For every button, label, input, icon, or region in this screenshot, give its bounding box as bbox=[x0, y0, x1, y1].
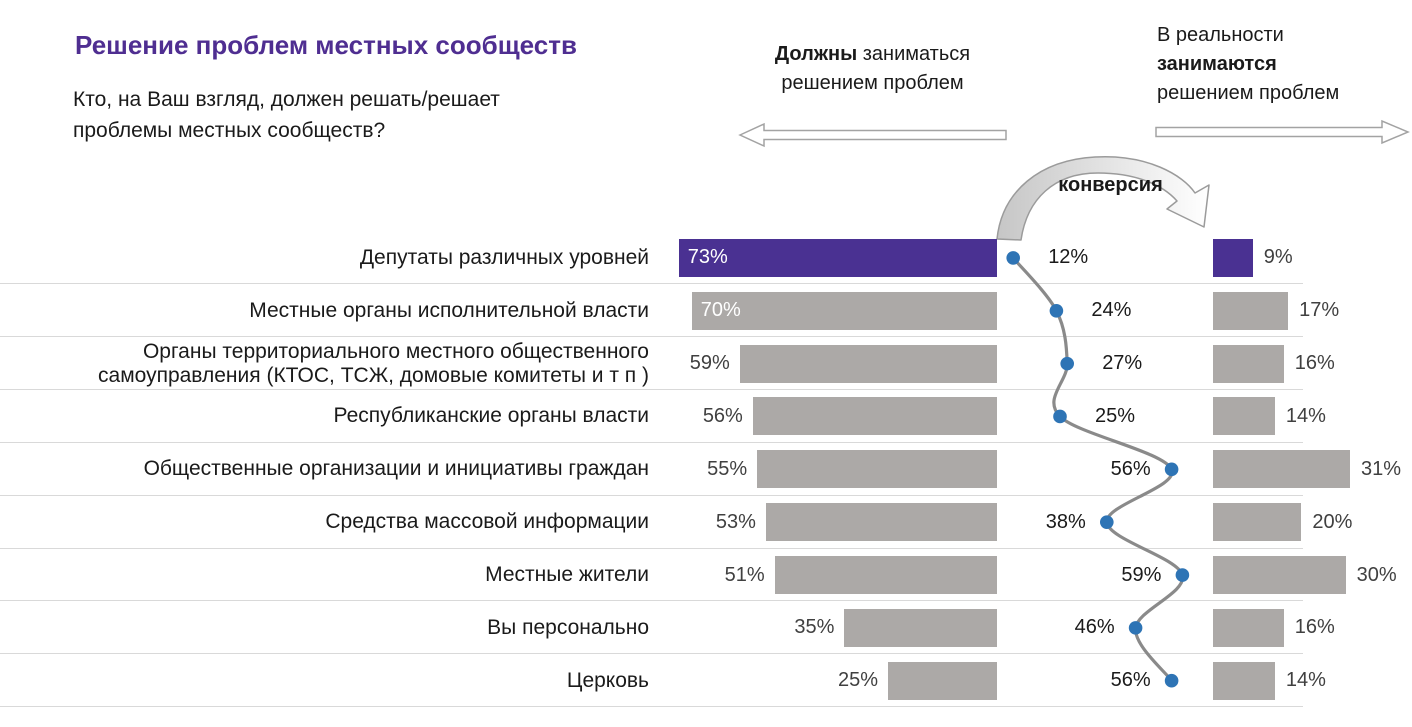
conversion-curved-arrow-icon bbox=[990, 147, 1225, 243]
reality-bar-value: 14% bbox=[1285, 669, 1326, 692]
chart-row: Органы территориального местного обществ… bbox=[0, 337, 1412, 391]
right-header-bold: занимаются bbox=[1157, 53, 1277, 75]
chart-question: Кто, на Ваш взгляд, должен решать/решает… bbox=[73, 88, 500, 142]
conversion-value: 38% bbox=[1045, 510, 1086, 533]
right-column-header: В реальности занимаются решением проблем bbox=[1157, 21, 1412, 108]
reality-bar bbox=[1213, 344, 1284, 383]
row-separator bbox=[0, 600, 1303, 602]
should-bar-value: 51% bbox=[724, 563, 765, 586]
reality-bar bbox=[1213, 556, 1346, 595]
chart-row: Общественные организации и инициативы гр… bbox=[0, 443, 1412, 496]
reality-bar bbox=[1213, 291, 1289, 330]
row-separator bbox=[0, 547, 1303, 549]
conversion-value: 25% bbox=[1095, 404, 1136, 427]
should-bar bbox=[888, 661, 997, 700]
reality-bar-value: 31% bbox=[1361, 457, 1402, 480]
reality-bar-value: 30% bbox=[1356, 563, 1397, 586]
category-label: Средства массовой информации bbox=[325, 510, 649, 534]
conversion-value: 46% bbox=[1074, 616, 1115, 639]
category-label: Органы территориального местного обществ… bbox=[98, 339, 649, 387]
conversion-value: 12% bbox=[1048, 246, 1089, 269]
should-bar bbox=[752, 397, 997, 436]
should-bar-value: 35% bbox=[794, 616, 835, 639]
row-separator bbox=[0, 441, 1303, 443]
should-bar-value: 70% bbox=[700, 299, 741, 322]
reality-bar-value: 16% bbox=[1294, 352, 1335, 375]
row-separator bbox=[0, 283, 1303, 285]
category-label: Местные жители bbox=[485, 563, 649, 587]
reality-bar bbox=[1213, 608, 1284, 647]
reality-bar bbox=[1213, 397, 1275, 436]
should-bar bbox=[765, 503, 997, 542]
category-label: Общественные организации и инициативы гр… bbox=[143, 457, 649, 481]
conversion-value: 27% bbox=[1102, 352, 1143, 375]
right-header-line3: решением проблем bbox=[1157, 82, 1340, 104]
should-bar-value: 73% bbox=[687, 246, 728, 269]
row-separator bbox=[0, 389, 1303, 391]
left-header-bold: Должны bbox=[774, 43, 858, 65]
conversion-label: конверсия bbox=[1058, 174, 1163, 196]
reality-bar-value: 20% bbox=[1312, 510, 1353, 533]
chart-row: Местные органы исполнительной власти 70% 1… bbox=[0, 284, 1412, 338]
chart-row: Средства массовой информации 53% 20% 38% bbox=[0, 496, 1412, 549]
should-bar-value: 25% bbox=[837, 669, 878, 692]
conversion-value: 56% bbox=[1110, 457, 1151, 480]
chart-row: Депутаты различных уровней 73% 9% 12% bbox=[0, 232, 1412, 285]
row-separator bbox=[0, 336, 1303, 338]
left-header-line2: решением проблем bbox=[781, 72, 964, 94]
conversion-value: 59% bbox=[1121, 563, 1162, 586]
conversion-value: 24% bbox=[1091, 299, 1132, 322]
chart-row: Местные жители 51% 30% 59% bbox=[0, 549, 1412, 602]
conversion-value: 56% bbox=[1110, 669, 1151, 692]
category-label: Церковь bbox=[566, 668, 649, 692]
chart-row: Церковь 25% 14% 56% bbox=[0, 654, 1412, 708]
reality-bar-value: 14% bbox=[1285, 404, 1326, 427]
page-title: Решение проблем местных сообществ bbox=[75, 30, 577, 60]
left-header-rest: заниматься bbox=[857, 43, 971, 65]
row-separator bbox=[0, 494, 1303, 496]
should-bar bbox=[774, 556, 997, 595]
reality-bar bbox=[1213, 238, 1253, 277]
should-bar-value: 56% bbox=[702, 404, 743, 427]
should-bar bbox=[757, 450, 997, 489]
category-label: Местные органы исполнительной власти bbox=[249, 298, 649, 322]
arrow-left-icon bbox=[738, 121, 1008, 149]
chart-row: Республиканские органы власти 56% 14% 25% bbox=[0, 390, 1412, 443]
right-header-line1: В реальности bbox=[1157, 24, 1284, 46]
reality-bar bbox=[1213, 503, 1302, 542]
category-label: Депутаты различных уровней bbox=[359, 245, 649, 269]
left-column-header: Должны заниматься решением проблем bbox=[730, 40, 1015, 98]
should-bar bbox=[844, 608, 997, 647]
should-bar-value: 55% bbox=[707, 457, 748, 480]
chart-row: Вы персонально 35% 16% 46% bbox=[0, 601, 1412, 655]
category-label: Республиканские органы власти bbox=[333, 404, 649, 428]
should-bar-value: 53% bbox=[715, 510, 756, 533]
reality-bar bbox=[1213, 661, 1275, 700]
arrow-right-icon bbox=[1155, 118, 1410, 146]
row-separator bbox=[0, 706, 1303, 708]
should-bar: 70% bbox=[691, 291, 997, 330]
reality-bar bbox=[1213, 450, 1351, 489]
should-bar bbox=[739, 344, 997, 383]
reality-bar-value: 17% bbox=[1299, 299, 1340, 322]
should-bar-value: 59% bbox=[689, 352, 730, 375]
should-bar: 73% bbox=[678, 238, 997, 277]
row-separator bbox=[0, 653, 1303, 655]
category-label: Вы персонально bbox=[487, 615, 649, 639]
reality-bar-value: 9% bbox=[1263, 246, 1293, 269]
reality-bar-value: 16% bbox=[1294, 616, 1335, 639]
